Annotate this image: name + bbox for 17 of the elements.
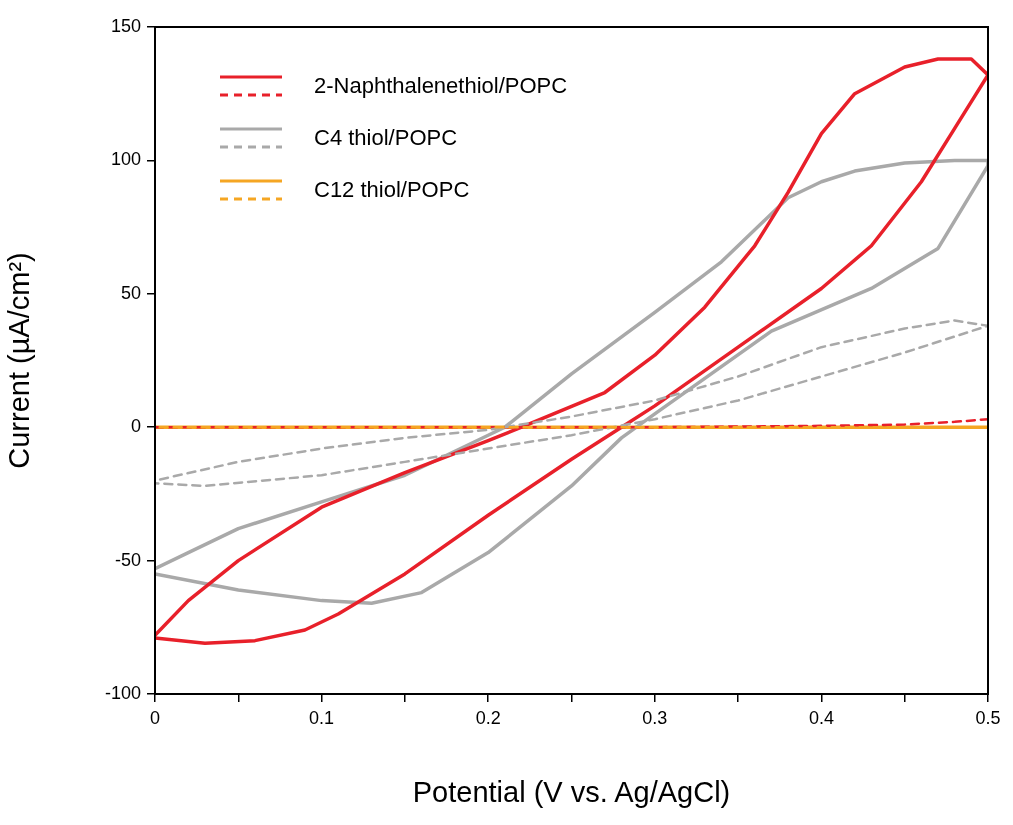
y-tick-label: 0 <box>130 416 141 437</box>
x-tick-label: 0 <box>149 707 161 728</box>
legend-label: C4 thiol/POPC <box>314 125 458 151</box>
y-tick-label: -50 <box>114 549 141 570</box>
x-tick-label: 0.5 <box>975 707 1001 728</box>
y-tick-label: 50 <box>120 282 141 303</box>
legend-label: 2-Naphthalenethiol/POPC <box>314 73 568 99</box>
x-tick-label: 0.4 <box>808 707 834 728</box>
x-tick-label: 0.2 <box>475 707 501 728</box>
x-tick-label: 0.3 <box>642 707 668 728</box>
y-axis-title: Current (µA/cm²) <box>3 252 36 469</box>
y-tick-label: -100 <box>104 682 141 703</box>
x-tick-label: 0.1 <box>309 707 335 728</box>
x-axis-title: Potential (V vs. Ag/AgCl) <box>412 775 731 808</box>
y-tick-label: 100 <box>110 149 141 170</box>
y-tick-label: 150 <box>110 15 141 36</box>
legend-label: C12 thiol/POPC <box>314 177 470 203</box>
